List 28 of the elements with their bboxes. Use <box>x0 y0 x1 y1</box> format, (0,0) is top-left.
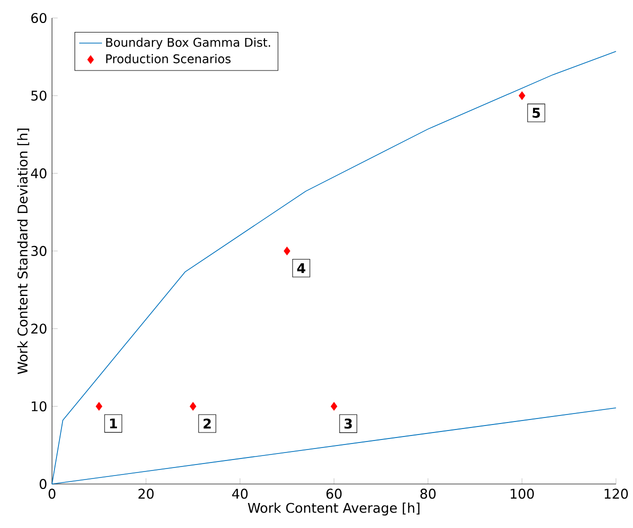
y-tick-label: 20 <box>31 324 46 334</box>
point <box>96 402 102 411</box>
y-axis-title: Work Content Standard Deviation [h] <box>17 128 30 374</box>
point <box>518 91 526 100</box>
x-tick-label: 100 <box>510 488 534 499</box>
legend-label: Production Scenarios <box>106 54 231 64</box>
x-tick-label: 40 <box>232 488 248 499</box>
x-tick-label: 120 <box>604 488 628 499</box>
annotation: 2 <box>204 418 211 428</box>
point <box>284 246 290 256</box>
x-axis-title: Work Content Average [h] <box>248 502 420 516</box>
point <box>190 402 196 411</box>
annotation: 5 <box>532 108 540 118</box>
y-tick-label: 60 <box>31 12 46 24</box>
point <box>330 402 338 411</box>
annotation: 3 <box>344 418 352 429</box>
x-tick-label: 60 <box>326 488 342 499</box>
y-tick-label: 50 <box>31 90 46 101</box>
y-tick-label: 0 <box>40 478 46 490</box>
annotation: 1 <box>110 418 117 428</box>
annotation: 4 <box>297 263 306 273</box>
y-tick-label: 30 <box>31 246 46 256</box>
legend-label: Boundary Box Gamma Dist. <box>106 38 270 50</box>
x-tick-label: 20 <box>138 488 154 499</box>
y-tick-label: 10 <box>32 401 46 412</box>
x-tick-label: 80 <box>420 488 436 499</box>
x-tick-label: 0 <box>48 488 56 499</box>
y-tick-label: 40 <box>30 168 46 178</box>
